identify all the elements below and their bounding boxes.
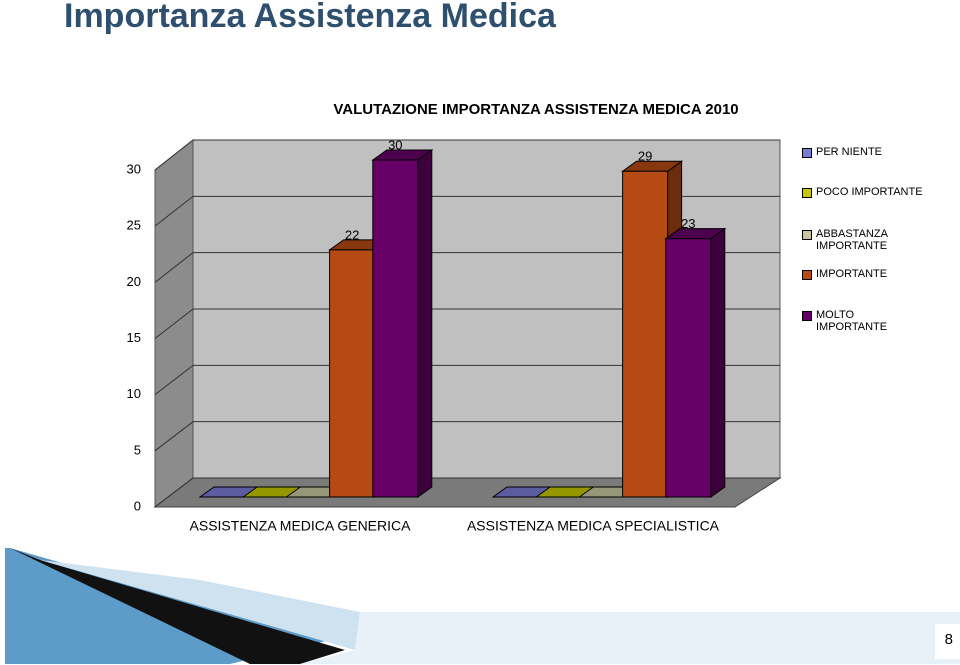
- bar: [329, 249, 376, 498]
- legend-swatch: [802, 270, 812, 280]
- grid-line: [154, 477, 194, 508]
- grid-line: [154, 195, 194, 227]
- legend-label: POCO IMPORTANTE: [816, 186, 923, 198]
- slide-title: Importanza Assistenza Medica: [64, 0, 557, 35]
- value-label: 23: [681, 216, 695, 231]
- grid-line: [154, 421, 194, 452]
- y-tick-label: 15: [127, 330, 141, 345]
- page-box: [935, 624, 960, 659]
- grid-line: [154, 139, 194, 171]
- y-tick-label: 25: [127, 218, 141, 233]
- grid-line: [154, 364, 194, 396]
- bar-side: [417, 149, 433, 498]
- y-tick-label: 30: [127, 161, 141, 176]
- grid-line: [154, 308, 194, 339]
- legend-entry: IMPORTANTE: [802, 268, 942, 280]
- bar: [372, 159, 419, 498]
- legend-label: PER NIENTE: [816, 146, 883, 158]
- y-tick-label: 0: [134, 498, 141, 513]
- decor: [40, 560, 360, 650]
- y-tick-label: 10: [127, 386, 141, 401]
- page-number: 8: [945, 631, 953, 648]
- legend-swatch: [802, 230, 812, 240]
- bar: [665, 238, 712, 498]
- bar: [622, 170, 669, 498]
- bar-side: [710, 227, 726, 498]
- legend-entry: POCO IMPORTANTE: [802, 186, 942, 198]
- legend-label: MOLTO IMPORTANTE: [816, 309, 888, 333]
- legend-swatch: [802, 311, 812, 321]
- legend-swatch: [802, 148, 812, 158]
- legend-label: ABBASTANZA IMPORTANTE: [816, 228, 888, 252]
- decor: [300, 612, 960, 664]
- grid-line: [154, 252, 194, 283]
- value-label: 29: [638, 149, 652, 164]
- x-tick-label: ASSISTENZA MEDICA GENERICA: [190, 518, 412, 534]
- legend-entry: MOLTO IMPORTANTE: [802, 309, 942, 333]
- x-tick-label: ASSISTENZA MEDICA SPECIALISTICA: [467, 518, 720, 534]
- y-tick-label: 5: [134, 442, 141, 457]
- decor: [10, 548, 345, 664]
- value-label: 22: [345, 227, 359, 242]
- legend-swatch: [802, 188, 812, 198]
- legend-entry: PER NIENTE: [802, 146, 942, 158]
- value-label: 30: [388, 137, 402, 152]
- chart-title: VALUTAZIONE IMPORTANZA ASSISTENZA MEDICA…: [333, 101, 738, 118]
- legend-entry: ABBASTANZA IMPORTANTE: [802, 228, 942, 252]
- y-tick-label: 20: [127, 274, 141, 289]
- legend-label: IMPORTANTE: [816, 268, 888, 280]
